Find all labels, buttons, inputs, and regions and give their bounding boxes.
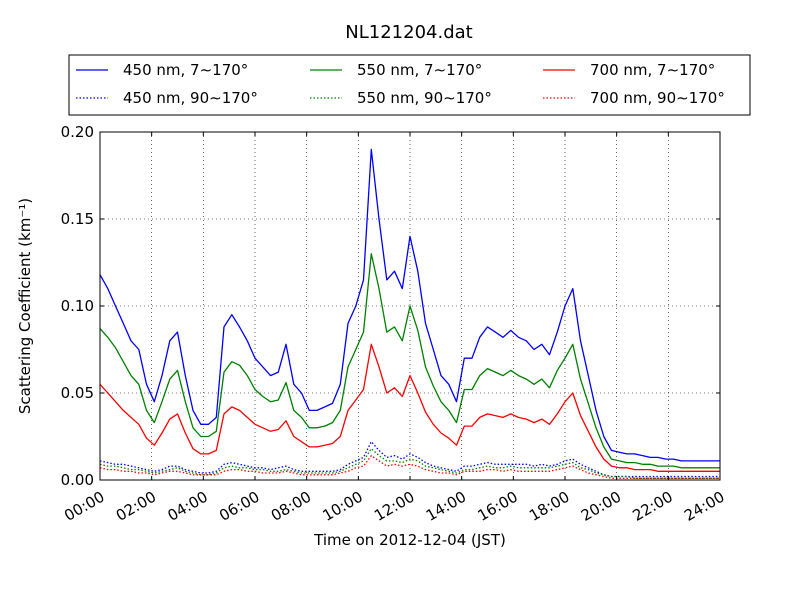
legend-label: 550 nm, 7∼170° <box>357 61 482 79</box>
x-tick-label: 00:00 <box>61 488 107 525</box>
x-tick-label: 18:00 <box>526 488 572 525</box>
x-tick-label: 10:00 <box>319 488 365 525</box>
x-tick-label: 08:00 <box>268 488 314 525</box>
x-tick-label: 24:00 <box>681 488 727 525</box>
x-tick-label: 16:00 <box>474 488 520 525</box>
x-tick-label: 04:00 <box>164 488 210 525</box>
series-line <box>99 441 720 478</box>
y-axis: 0.00 0.05 0.10 0.15 0.20 <box>61 123 720 489</box>
y-tick-label: 0.05 <box>61 384 94 402</box>
series-line <box>99 343 720 472</box>
y-tick-label: 0.20 <box>61 123 94 141</box>
y-tick-label: 0.00 <box>61 471 94 489</box>
legend: 450 nm, 7∼170° 550 nm, 7∼170° 700 nm, 7∼17… <box>68 54 751 116</box>
legend-box <box>68 54 751 116</box>
y-axis-label: Scattering Coefficient (km⁻¹) <box>16 198 34 414</box>
x-tick-label: 22:00 <box>629 488 675 525</box>
series-line <box>99 448 720 479</box>
y-tick-label: 0.10 <box>61 297 94 315</box>
chart-title: NL121204.dat <box>345 22 472 43</box>
x-tick-label: 14:00 <box>423 488 469 525</box>
x-tick-label: 02:00 <box>113 488 159 525</box>
legend-label: 550 nm, 90∼170° <box>357 89 492 107</box>
x-tick-label: 06:00 <box>216 488 262 525</box>
legend-label: 450 nm, 90∼170° <box>123 89 258 107</box>
legend-label: 450 nm, 7∼170° <box>123 61 248 79</box>
x-tick-label: 20:00 <box>578 488 624 525</box>
legend-label: 700 nm, 90∼170° <box>590 89 725 107</box>
series-line <box>99 253 720 469</box>
x-axis-label: Time on 2012-12-04 (JST) <box>313 531 506 549</box>
legend-label: 700 nm, 7∼170° <box>590 61 715 79</box>
y-tick-label: 0.15 <box>61 210 94 228</box>
x-axis: 00:00 02:00 04:00 06:00 08:00 10:00 12:00 14:00… <box>61 132 728 525</box>
x-tick-label: 12:00 <box>371 488 417 525</box>
grid <box>100 132 720 480</box>
series-line <box>99 148 720 462</box>
